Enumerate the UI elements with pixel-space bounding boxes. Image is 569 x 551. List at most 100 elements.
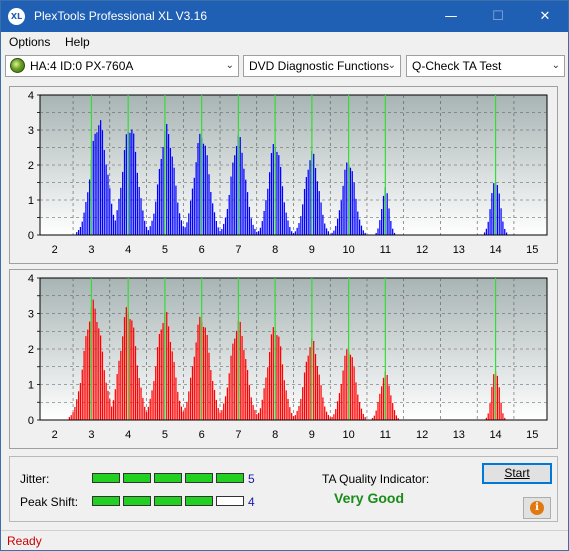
histogram-bar [305, 361, 307, 420]
histogram-bar [381, 386, 383, 420]
histogram-bar [105, 382, 107, 420]
histogram-bar [303, 372, 306, 420]
histogram-bar [77, 391, 80, 420]
histogram-bar [131, 320, 133, 420]
histogram-bar [206, 155, 208, 235]
histogram-bar [195, 342, 197, 420]
test-select[interactable]: Q-Check TA Test ⌄ [406, 55, 565, 77]
histogram-bar [234, 338, 236, 420]
x-tick-label: 11 [380, 244, 391, 256]
histogram-bar [134, 346, 137, 420]
histogram-bar [393, 232, 396, 235]
start-button[interactable]: Start [482, 463, 552, 484]
histogram-bar [158, 168, 161, 235]
histogram-bar [171, 351, 173, 420]
histogram-bar [491, 193, 493, 235]
histogram-bar [322, 214, 324, 235]
maximize-button[interactable]: ☐ [492, 9, 504, 24]
close-button[interactable]: ✕ [539, 9, 551, 24]
chevron-down-icon: ⌄ [551, 60, 560, 71]
histogram-bar [289, 227, 291, 235]
histogram-bar [175, 377, 177, 420]
histogram-bar [489, 403, 491, 420]
histogram-bar [355, 198, 357, 235]
info-icon: i [530, 501, 544, 515]
title-bar[interactable]: XL PlexTools Professional XL V3.16 — ☐ ✕ [1, 1, 568, 32]
histogram-bar [182, 411, 184, 420]
histogram-bar [302, 387, 304, 420]
histogram-bar [320, 385, 322, 420]
histogram-bar [302, 204, 304, 235]
histogram-bar [392, 403, 394, 420]
histogram-bar [226, 387, 228, 420]
x-tick-label: 4 [125, 429, 131, 441]
histogram-bar [327, 415, 330, 420]
bottom-chart-panel: 0 1 2 3 4 2 3 4 5 6 7 8 9 10 11 12 13 14 15 [9, 269, 558, 449]
function-select[interactable]: DVD Diagnostic Functions ⌄ [243, 55, 401, 77]
app-logo-icon: XL [8, 8, 25, 25]
histogram-bar [153, 213, 155, 235]
histogram-bar [294, 415, 296, 420]
menu-help[interactable]: Help [65, 35, 90, 49]
ta-quality-label: TA Quality Indicator: [322, 472, 430, 486]
histogram-bar [70, 415, 72, 420]
histogram-bar [362, 413, 364, 420]
x-tick-label: 5 [162, 429, 168, 441]
histogram-bar [100, 120, 102, 235]
histogram-bar [212, 203, 214, 235]
histogram-bar [193, 177, 195, 235]
minimize-button[interactable]: — [444, 9, 458, 24]
histogram-bar [217, 408, 219, 420]
histogram-bar [98, 328, 100, 420]
histogram-bar [239, 321, 241, 420]
histogram-bar [155, 201, 157, 235]
histogram-bar [215, 220, 217, 235]
histogram-bar [487, 221, 489, 235]
histogram-bar [125, 134, 127, 235]
histogram-bar [278, 336, 280, 420]
histogram-bar [336, 218, 339, 235]
histogram-bar [386, 374, 388, 420]
drive-select[interactable]: HA:4 ID:0 PX-760A ⌄ [5, 55, 239, 77]
menu-options[interactable]: Options [9, 35, 51, 49]
histogram-bar [280, 346, 282, 420]
histogram-bar [94, 308, 96, 420]
histogram-bar [331, 232, 333, 235]
histogram-bar [188, 391, 190, 420]
histogram-bar [239, 137, 241, 235]
histogram-bar [270, 153, 273, 235]
histogram-bar [316, 181, 318, 235]
histogram-bar [147, 406, 149, 420]
histogram-bar [491, 386, 493, 420]
histogram-bar [496, 185, 499, 235]
y-tick-label: 0 [28, 230, 34, 242]
histogram-bar [278, 155, 280, 235]
histogram-bar [246, 370, 249, 420]
histogram-bar [72, 412, 74, 420]
chevron-down-icon: ⌄ [225, 60, 234, 71]
histogram-bar [76, 232, 78, 235]
toolbar: HA:4 ID:0 PX-760A ⌄ DVD Diagnostic Funct… [1, 53, 568, 79]
histogram-bar [322, 397, 324, 420]
histogram-bar [167, 326, 170, 420]
histogram-bar [281, 186, 284, 235]
histogram-bar [241, 152, 243, 235]
histogram-bar [325, 411, 328, 420]
histogram-bar [199, 133, 201, 235]
histogram-bar [235, 330, 238, 420]
histogram-bar [158, 333, 161, 420]
histogram-bar [371, 418, 374, 420]
x-tick-label: 10 [342, 244, 354, 256]
y-tick-label: 4 [28, 273, 34, 285]
histogram-bar [252, 404, 254, 420]
drive-select-value: HA:4 ID:0 PX-760A [30, 59, 134, 73]
y-tick-label: 1 [28, 195, 34, 207]
histogram-bar [267, 367, 269, 420]
test-select-value: Q-Check TA Test [412, 59, 502, 73]
info-button[interactable]: i [523, 497, 551, 519]
histogram-bar [87, 192, 89, 235]
histogram-bar [245, 179, 247, 235]
histogram-bar [184, 227, 186, 235]
jitter-value: 5 [248, 472, 255, 486]
